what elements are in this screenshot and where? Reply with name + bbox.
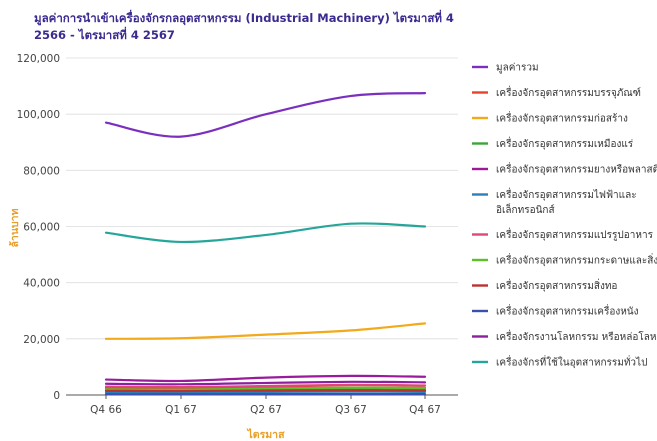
y-tick-label: 0: [53, 390, 60, 402]
x-tick-label: Q3 67: [335, 404, 367, 416]
legend-label: เครื่องจักรอุตสาหกรรมแปรรูปอาหาร: [496, 227, 654, 241]
legend-label: มูลค่ารวม: [496, 63, 539, 74]
x-axis-title: ไตรมาส: [247, 428, 286, 441]
legend-label: เครื่องจักรอุตสาหกรรมสิ่งทอ: [496, 278, 617, 292]
legend-label: เครื่องจักรอุตสาหกรรมเครื่องหนัง: [496, 304, 639, 318]
legend-label: เครื่องจักรงานโลหกรรม หรือหล่อโลหะ: [496, 329, 657, 343]
y-tick-label: 80,000: [23, 165, 60, 177]
x-tick-labels: Q4 66 Q1 67 Q2 67 Q3 67 Q4 67: [90, 395, 441, 416]
y-tick-label: 100,000: [17, 109, 60, 121]
y-tick-label: 60,000: [23, 222, 60, 234]
y-tick-label: 120,000: [17, 53, 60, 65]
x-tick-label: Q1 67: [165, 404, 197, 416]
series-line-9: [104, 389, 427, 393]
grid-lines: [66, 57, 458, 396]
legend-label: เครื่องจักรอุตสาหกรรมกระดาษและสิ่ง...: [496, 253, 657, 267]
legend: มูลค่ารวมเครื่องจักรอุตสาหกรรมบรรจุภัณฑ์…: [472, 63, 657, 369]
y-axis-title: ล้านบาท: [8, 208, 21, 247]
series-line-11: [104, 380, 427, 386]
legend-label: เครื่องจักรอุตสาหกรรมก่อสร้าง: [496, 111, 628, 125]
series-line-6: [104, 390, 427, 394]
y-tick-labels: 0 20,000 40,000 60,000 80,000 100,000 120,000: [17, 53, 60, 402]
series-line-8: [104, 386, 427, 391]
y-tick-label: 40,000: [23, 278, 60, 290]
x-tick-label: Q4 67: [409, 404, 441, 416]
x-tick-label: Q4 66: [90, 404, 122, 416]
series-line-7: [104, 383, 427, 389]
series-line-12: [104, 222, 427, 244]
legend-label: เครื่องจักรอุตสาหกรรมบรรจุภัณฑ์: [496, 85, 641, 99]
legend-label: เครื่องจักรอุตสาหกรรมเหมืองแร่: [496, 136, 634, 150]
series-line-1: [104, 92, 427, 138]
chart-title: มูลค่าการนำเข้าเครื่องจักรกลอุตสาหกรรม (…: [34, 11, 454, 42]
series-lines: [104, 92, 427, 396]
legend-label: เครื่องจักรอุตสาหกรรมไฟฟ้าและอิเล็กทรอนิ…: [496, 187, 637, 216]
series-line-3: [104, 322, 427, 340]
x-tick-label: Q2 67: [250, 404, 282, 416]
legend-label: เครื่องจักรที่ใช้ในอุตสาหกรรมทั่วไป: [496, 355, 647, 369]
y-tick-label: 20,000: [23, 334, 60, 346]
legend-label: เครื่องจักรอุตสาหกรรมยางหรือพลาสติก: [496, 162, 657, 176]
series-line-5: [104, 374, 427, 383]
